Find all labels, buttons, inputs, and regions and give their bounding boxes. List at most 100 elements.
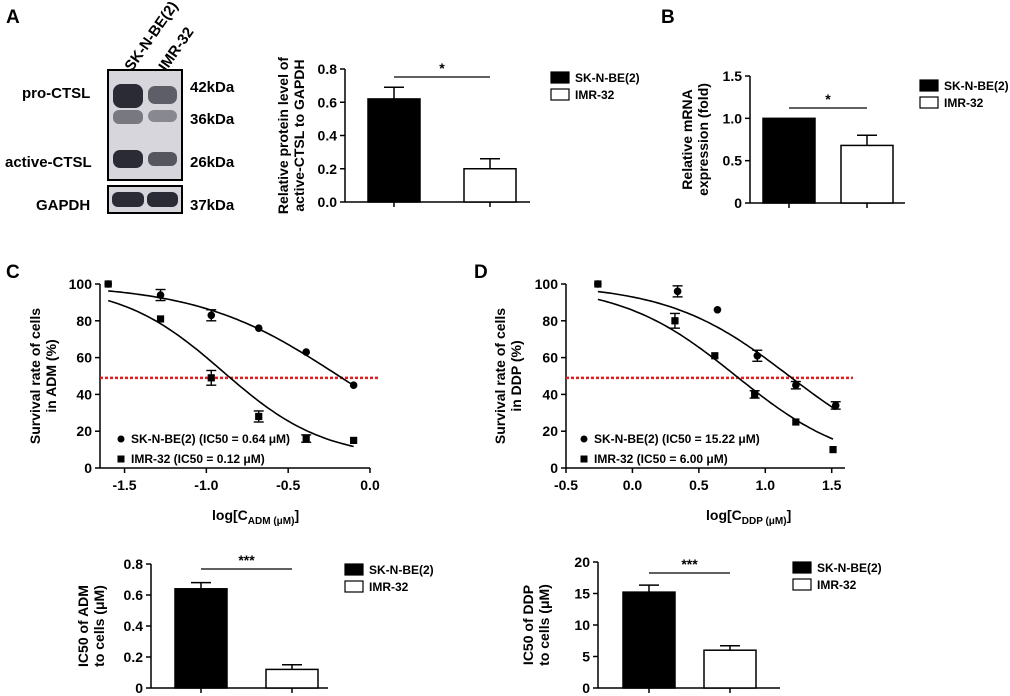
significance-marker: *** [681, 556, 698, 572]
blot-row-label-pro-ctsl: pro-CTSL [22, 85, 90, 102]
data-point-imr-32 [156, 315, 165, 323]
x-tick-label: 1.0 [756, 477, 776, 493]
blot-kda-26: 26kDa [190, 154, 235, 171]
y-axis-label: IC50 of ADMto cells (μM) [75, 585, 107, 667]
legend-label-imr: IMR-32 [944, 96, 984, 110]
data-point-imr-32 [671, 317, 679, 325]
legend-swatch-sk [919, 79, 939, 92]
y-tick-label: 40 [76, 386, 92, 402]
data-point-sk-n-be2 [673, 287, 682, 296]
blot-band-gapdh-sk [112, 192, 144, 207]
y-tick-label: 0 [84, 460, 92, 476]
bar-sk-n-be2 [367, 98, 421, 203]
fit-curve-sk-n-be2 [108, 290, 355, 387]
y-tick-label: 5 [582, 649, 590, 665]
legend-swatch-sk [550, 71, 570, 84]
y-axis-label: Relative protein level ofactive-CTSL to … [275, 57, 307, 214]
data-point-sk-n-be2 [831, 401, 840, 410]
data-point-imr-32 [792, 418, 800, 426]
y-tick-label: 0 [550, 460, 558, 476]
significance-marker: * [439, 60, 445, 76]
y-axis-label: Relative mRNAexpression (fold) [679, 83, 711, 196]
y-tick-label: 0.8 [124, 556, 144, 572]
x-tick-label: 1.5 [822, 477, 842, 493]
y-tick-label: 20 [76, 423, 92, 439]
legend-label: IMR-32 (IC50 = 6.00 μM) [594, 452, 728, 466]
fit-curve-imr-32 [107, 299, 354, 448]
legend-marker-circle [580, 435, 588, 443]
data-point-imr-32 [711, 352, 719, 360]
y-tick-label: 60 [542, 350, 558, 366]
chart-mrna-expression: 0 0.5 1.0 1.5 * Relative mRNAexpression (fold… [679, 68, 1009, 211]
y-tick-label: 100 [535, 276, 559, 292]
y-tick-label: 0 [734, 195, 742, 211]
chart-ic50-ddp: 0 5 10 15 20 *** IC50 of DDPto cells (μM) SK-N-… [520, 554, 882, 696]
y-tick-label: 0.0 [318, 194, 338, 210]
significance-marker: * [825, 91, 831, 107]
y-tick-label: 60 [76, 350, 92, 366]
data-point-imr-32 [302, 434, 310, 443]
blot-row-label-gapdh: GAPDH [36, 197, 90, 214]
blot-band-gapdh-imr [147, 192, 178, 207]
legend-marker-circle [117, 435, 125, 443]
y-tick-label: 0.4 [124, 618, 144, 634]
data-point-sk-n-be2 [207, 311, 216, 320]
bar-imr-32 [463, 168, 517, 203]
x-axis-label: log[CDDP (μM)] [706, 507, 791, 527]
bar-sk-n-be2 [174, 588, 228, 689]
data-point-sk-n-be2 [349, 381, 358, 390]
blot-row-label-active-ctsl: active-CTSL [5, 154, 92, 171]
y-tick-label: 10 [574, 617, 590, 633]
x-tick-label: -1.5 [112, 477, 136, 493]
x-tick-label: -0.5 [276, 477, 300, 493]
panel-label-b: B [661, 7, 675, 28]
y-tick-label: 1.0 [723, 110, 743, 126]
y-tick-label: 1.5 [723, 68, 743, 84]
y-tick-label: 40 [542, 386, 558, 402]
blot-kda-42: 42kDa [190, 79, 235, 96]
chart-adm-survival: 0 20 40 60 80 100 -1.5 -1.0 -0.5 0.0 SK-N-BE(2) (I… [27, 276, 380, 527]
legend-swatch-imr [919, 96, 939, 109]
legend-label-sk: SK-N-BE(2) [575, 71, 640, 85]
panel-label-a: A [6, 7, 20, 28]
legend-marker-square [117, 455, 125, 463]
y-axis-label: IC50 of DDPto cells (μM) [520, 584, 552, 666]
blot-kda-37: 37kDa [190, 197, 235, 214]
y-tick-label: 0.6 [318, 94, 338, 110]
bar-imr-32 [265, 668, 319, 689]
data-point-imr-32 [751, 390, 759, 398]
x-tick-label: -1.0 [194, 477, 218, 493]
y-tick-label: 0.2 [318, 161, 338, 177]
data-point-imr-32 [350, 436, 358, 444]
bar-sk-n-be2 [622, 591, 676, 689]
y-tick-label: 20 [574, 554, 590, 570]
bar-imr-32 [703, 649, 757, 689]
data-point-sk-n-be2 [302, 348, 310, 356]
y-tick-label: 80 [76, 313, 92, 329]
legend-swatch-imr [550, 88, 570, 101]
significance-marker: *** [238, 552, 255, 568]
legend-label: IMR-32 (IC50 = 0.12 μM) [131, 452, 265, 466]
blot-kda-36: 36kDa [190, 111, 235, 128]
data-point-imr-32 [207, 374, 215, 382]
y-tick-label: 0.8 [318, 61, 338, 77]
legend-label: SK-N-BE(2) (IC50 = 15.22 μM) [594, 432, 760, 446]
data-point-imr-32 [594, 280, 602, 288]
legend-label-imr: IMR-32 [369, 580, 409, 594]
y-tick-label: 100 [69, 276, 93, 292]
y-tick-label: 0.6 [124, 587, 144, 603]
legend-label: SK-N-BE(2) (IC50 = 0.64 μM) [131, 432, 290, 446]
legend-swatch-imr [344, 580, 364, 593]
legend-label-sk: SK-N-BE(2) [369, 563, 434, 577]
y-tick-label: 0.4 [318, 128, 338, 144]
blot-band-pro-ctsl-sk [113, 84, 143, 108]
panel-label-d: D [474, 262, 488, 283]
data-point-sk-n-be2 [753, 351, 762, 360]
data-point-sk-n-be2 [156, 291, 165, 299]
x-tick-label: 0.0 [623, 477, 643, 493]
blot-band-pro-ctsl-imr [148, 86, 177, 104]
legend-label-sk: SK-N-BE(2) [944, 79, 1009, 93]
data-point-imr-32 [255, 412, 263, 421]
western-blot: SK-N-BE(2) IMR-32 pro-CTSL active-CTSL G… [5, 0, 235, 214]
